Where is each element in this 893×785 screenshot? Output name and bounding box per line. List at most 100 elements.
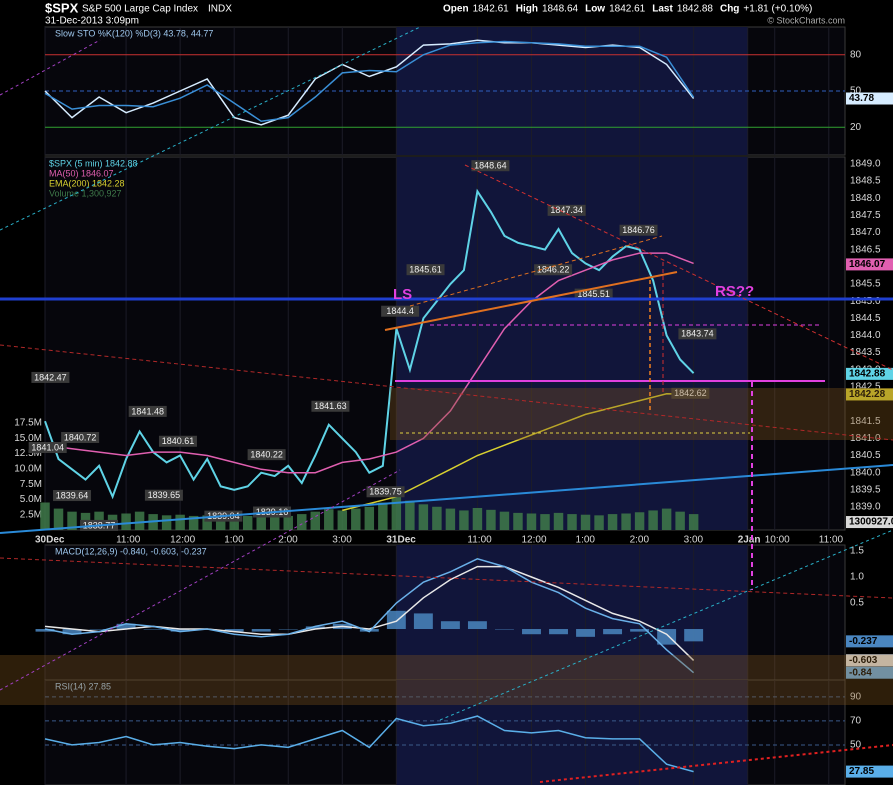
bar [359, 629, 379, 632]
trendline [464, 164, 893, 371]
trendline [409, 235, 663, 307]
x-tick-label: 12:00 [170, 535, 195, 546]
trendline [0, 344, 893, 441]
y-tick-label: 1847.5 [850, 210, 881, 221]
plot-layer: 80 50 20 43.78 Slow STO %K(120) %D(3) 43.78,… [14, 26, 893, 785]
bar [62, 629, 82, 635]
series-line [44, 40, 695, 122]
annotation-label: 1841.04 [31, 442, 64, 452]
y2-tick-label: 15.0M [14, 433, 42, 444]
trendline [0, 39, 101, 96]
bar [540, 514, 550, 530]
bar [351, 508, 361, 530]
annotation-label: 1846.22 [537, 265, 570, 275]
bar [89, 629, 109, 630]
annotation-box [128, 405, 167, 417]
bar [648, 510, 658, 530]
bar [576, 629, 595, 637]
series-line [44, 558, 695, 674]
last-value-box [846, 367, 893, 380]
bar [170, 629, 190, 632]
bar [283, 515, 293, 530]
legend-entry: EMA(200) 1842.28 [49, 178, 125, 188]
annotation-box [53, 490, 92, 502]
header: $SPX S&P 500 Large Cap Index INDX 31-Dec… [45, 0, 845, 26]
trendline [0, 464, 893, 534]
bar [526, 513, 537, 530]
x-tick-label: 1:00 [224, 535, 244, 546]
annotation-box [144, 489, 183, 501]
symbol: $SPX [45, 0, 79, 15]
x-tick-label: 12:00 [521, 535, 546, 546]
series-line [44, 252, 694, 474]
bar [391, 496, 402, 530]
x-tick-label: 11:00 [819, 535, 844, 546]
bar [202, 515, 212, 530]
bar [224, 629, 244, 632]
y-tick-label: 1840.0 [850, 467, 881, 478]
annotation-label: 1841.63 [314, 401, 347, 411]
quote-value: 1842.61 [609, 4, 646, 15]
quote-value: 1848.64 [542, 4, 579, 15]
y-tick-label: 1846.5 [850, 244, 881, 255]
bar [305, 626, 325, 630]
security-name: S&P 500 Large Cap Index [82, 4, 198, 15]
x-tick-label: 30Dec [35, 535, 65, 546]
x-tick-label: 2:00 [630, 535, 650, 546]
y-tick-label: 0.5 [850, 598, 864, 609]
bar [567, 514, 577, 530]
last-value-box [846, 388, 893, 401]
annotation-box [678, 328, 717, 340]
legend-entry: Volume 1,300,927 [49, 188, 122, 198]
annotation-box [366, 486, 405, 498]
bar [467, 621, 487, 630]
panel-title: RSI(14) 27.85 [55, 681, 111, 691]
y-tick-label: 1845.5 [850, 279, 881, 290]
x-tick-label: 11:00 [467, 535, 492, 546]
bar [657, 629, 677, 645]
bar [215, 516, 226, 530]
annotation-label: 1847.34 [550, 205, 583, 215]
y-tick-label: 80 [850, 49, 862, 60]
quote-value: +1.81 (+0.10%) [743, 4, 812, 15]
bar [413, 613, 433, 630]
y-tick-label: 1844.5 [850, 313, 881, 324]
annotation-label: 1840.22 [250, 450, 283, 460]
quote-value: 1842.88 [677, 4, 714, 15]
bar [35, 629, 55, 632]
annotation-label: 1848.64 [474, 161, 507, 171]
y-tick-label: 1839.0 [850, 502, 881, 513]
annotation-box [28, 442, 67, 454]
bar [495, 629, 514, 630]
credit: © StockCharts.com [767, 15, 845, 25]
bar [499, 511, 510, 530]
bar [607, 514, 618, 530]
annotation-label: 1839.75 [369, 487, 402, 497]
last-value-box [846, 666, 893, 679]
trendline [384, 271, 678, 331]
y-tick-label: 1847.0 [850, 227, 881, 238]
bar [256, 516, 266, 530]
annotation-label: 1845.51 [577, 289, 610, 299]
bar [310, 511, 320, 530]
bar [594, 515, 604, 530]
y2-tick-label: 2.5M [20, 509, 42, 520]
bar [513, 512, 523, 530]
y2-tick-label: 7.5M [20, 479, 42, 490]
bar [688, 514, 699, 530]
bar [684, 629, 704, 642]
annotation-box [406, 264, 445, 276]
bar [143, 629, 163, 630]
y-tick-label: 50 [850, 740, 862, 751]
y-tick-label: 1841.5 [850, 416, 881, 427]
trendline [0, 557, 893, 599]
quote-label: Chg [720, 4, 739, 15]
bar [337, 510, 348, 530]
bar [364, 506, 375, 530]
bar [378, 502, 388, 530]
y-tick-label: 1842.5 [850, 382, 881, 393]
bar [522, 629, 541, 635]
y-tick-label: 1841.0 [850, 433, 881, 444]
bar [386, 610, 406, 630]
